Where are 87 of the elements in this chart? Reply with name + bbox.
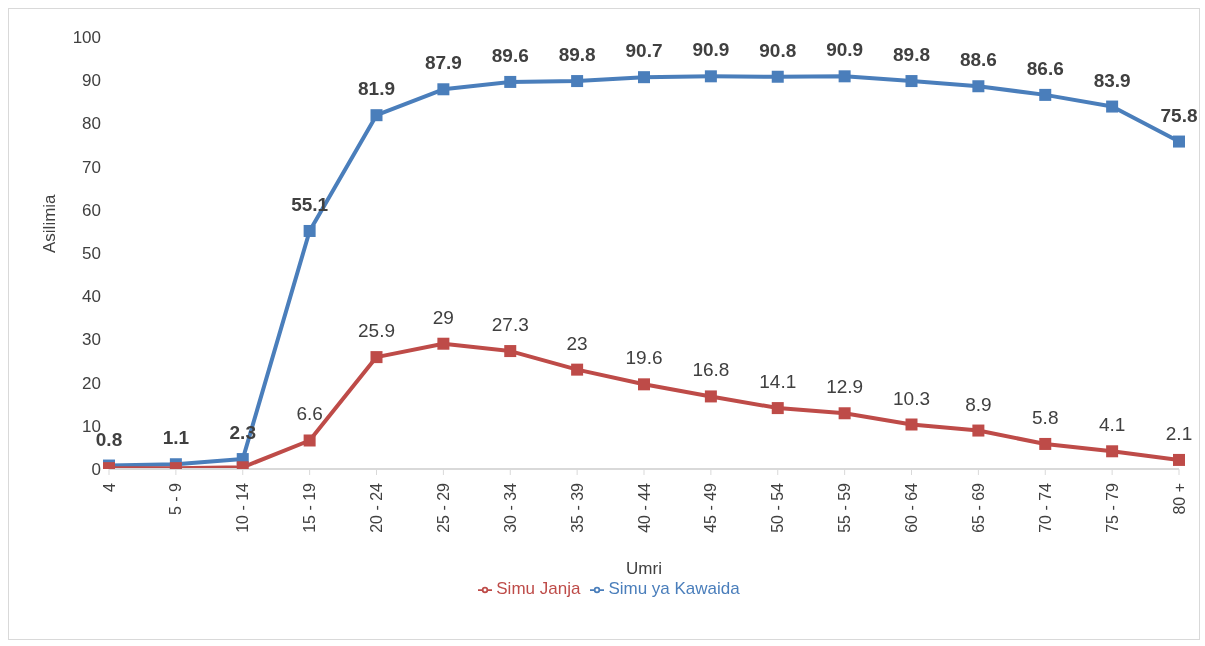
data-label: 75.8: [1160, 104, 1198, 126]
point: [1106, 100, 1119, 113]
x-tick-label: 65 - 69: [969, 482, 987, 533]
data-label: 89.6: [491, 44, 529, 66]
y-tick-label: 60: [82, 200, 101, 220]
x-tick-label: 10 - 14: [234, 482, 252, 533]
x-tick-label: 70 - 74: [1036, 482, 1054, 533]
y-tick-label: 90: [82, 71, 101, 91]
y-tick-label: 50: [82, 244, 101, 264]
data-label: 81.9: [358, 78, 395, 100]
point: [1106, 445, 1119, 458]
point: [303, 434, 316, 447]
point: [370, 109, 383, 122]
point: [704, 390, 717, 403]
x-tick-label: 75 - 79: [1103, 482, 1121, 533]
point: [504, 345, 517, 358]
point: [972, 424, 985, 437]
data-label: 90.9: [692, 39, 730, 61]
point: [771, 402, 784, 415]
data-label: 4.1: [1098, 414, 1126, 436]
y-axis-title: Asilimia: [40, 193, 60, 253]
point: [504, 75, 517, 88]
point: [437, 83, 450, 96]
x-tick-label: 20 - 24: [368, 482, 385, 533]
x-tick-label: 80 +: [1170, 483, 1188, 515]
data-label: 90.7: [625, 40, 663, 62]
x-tick-label: 4: [100, 482, 118, 492]
data-label: 87.9: [424, 52, 462, 74]
data-label: 19.6: [625, 347, 663, 369]
y-tick-label: 40: [82, 287, 101, 307]
x-tick-label: 60 - 64: [903, 482, 920, 533]
data-label: 10.3: [893, 387, 930, 409]
data-label: 8.9: [965, 393, 992, 415]
data-label: 27.3: [491, 314, 529, 336]
data-label: 89.8: [558, 44, 596, 66]
y-tick-label: 70: [82, 157, 101, 177]
point: [905, 75, 918, 88]
point: [571, 75, 584, 88]
point: [838, 407, 851, 420]
data-label: 1.1: [162, 427, 190, 449]
data-label: 5.8: [1032, 406, 1059, 428]
y-tick-label: 100: [72, 28, 101, 48]
x-tick-label: 40 - 44: [635, 482, 653, 533]
data-label: 83.9: [1093, 69, 1131, 91]
data-label: 14.1: [759, 371, 797, 393]
x-tick-label: 15 - 19: [301, 482, 319, 533]
point: [838, 70, 851, 83]
x-tick-label: 50 - 54: [769, 482, 787, 533]
x-tick-label: 45 - 49: [702, 482, 720, 533]
data-label: 90.8: [759, 39, 797, 61]
data-label: 6.6: [296, 403, 323, 425]
point: [437, 337, 450, 350]
data-label: 2.1: [1165, 422, 1193, 444]
x-tick-label: 30 - 34: [501, 482, 519, 533]
legend-label: Simu Janja: [496, 579, 581, 598]
y-tick-label: 20: [82, 373, 101, 393]
y-tick-label: 30: [82, 330, 101, 350]
point: [571, 363, 584, 376]
data-label: 16.8: [692, 359, 730, 381]
data-label: 88.6: [959, 49, 997, 71]
point: [638, 71, 650, 84]
point: [704, 70, 717, 83]
y-tick-label: 0: [91, 460, 101, 480]
point: [905, 418, 918, 431]
point: [1039, 437, 1052, 450]
point: [771, 70, 784, 83]
data-label: 90.9: [826, 39, 864, 61]
point: [1173, 453, 1185, 466]
data-label: 86.6: [1026, 57, 1064, 79]
data-label: 29: [432, 306, 454, 328]
x-axis-title: Umri: [626, 559, 662, 578]
x-tick-label: 35 - 39: [568, 482, 586, 533]
point: [370, 351, 383, 364]
point: [972, 80, 985, 93]
point: [303, 224, 316, 237]
x-tick-label: 5 - 9: [167, 482, 185, 516]
data-label: 25.9: [358, 320, 395, 342]
x-tick-label: 25 - 29: [434, 482, 452, 533]
data-label: 89.8: [893, 44, 930, 66]
data-label: 12.9: [826, 376, 864, 398]
point: [638, 378, 650, 391]
y-tick-label: 80: [82, 114, 101, 134]
legend-label: Simu ya Kawaida: [608, 579, 740, 598]
point: [1039, 88, 1052, 101]
x-tick-label: 55 - 59: [836, 482, 854, 533]
point: [1173, 135, 1185, 148]
data-label: 23: [566, 332, 588, 354]
